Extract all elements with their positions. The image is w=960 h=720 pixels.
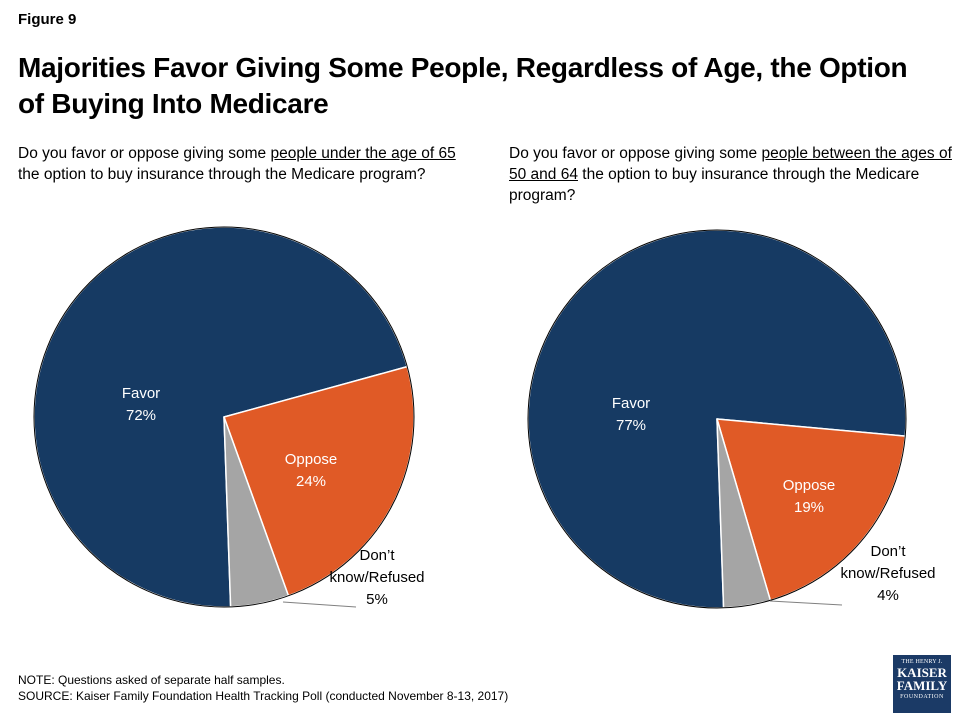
logo-line-3: FAMILY [896,678,948,693]
question-left-pre: Do you favor or oppose giving some [18,145,271,162]
slice-label: Favor [612,395,650,412]
question-right-pre: Do you favor or oppose giving some [509,145,762,162]
question-right: Do you favor or oppose giving some peopl… [509,143,959,206]
logo-line-1: THE HENRY J. [901,659,943,665]
pie-chart-2: Favor 77% Oppose 19% Don’t know/Refused 4% [527,229,936,609]
question-left-underlined: people under the age of 65 [270,145,456,162]
note-text: NOTE: Questions asked of separate half s… [18,673,285,687]
chart-title: Majorities Favor Giving Some People, Reg… [18,52,908,119]
slice-label: 4% [877,587,899,604]
question-left-post: the option to buy insurance through the … [18,166,426,183]
slice-label: Oppose [783,477,836,494]
question-right-post: the option to buy insurance through the … [509,166,920,204]
source-text: SOURCE: Kaiser Family Foundation Health … [18,689,509,703]
slice-label: Favor [122,385,160,402]
question-left: Do you favor or oppose giving some peopl… [18,143,478,185]
kff-logo: THE HENRY J. KAISER FAMILY FOUNDATION [893,655,951,713]
slice-label: Don’t [359,547,395,564]
pie-outline [527,229,907,609]
leader-line [282,601,357,608]
leader-line [769,600,843,606]
slice-label: 24% [296,473,326,490]
slice-label: 77% [616,417,646,434]
slice-label: Don’t [870,543,906,560]
footnote: NOTE: Questions asked of separate half s… [18,672,658,704]
question-right-underlined: people between the ages of 50 and 64 [509,145,952,183]
slice-label: Oppose [285,451,338,468]
slice-label: 5% [366,591,388,608]
pie-chart-1: Favor 72% Oppose 24% Don’t know/Refused 5% [33,226,425,608]
slice-label: 19% [794,499,824,516]
logo-line-4: FOUNDATION [900,694,944,700]
figure-label: Figure 9 [18,11,77,28]
slice-label: know/Refused [329,569,424,586]
pie-outline [33,226,415,608]
slice-label: know/Refused [840,565,935,582]
logo-line-2: KAISER [897,665,947,680]
slice-label: 72% [126,407,156,424]
